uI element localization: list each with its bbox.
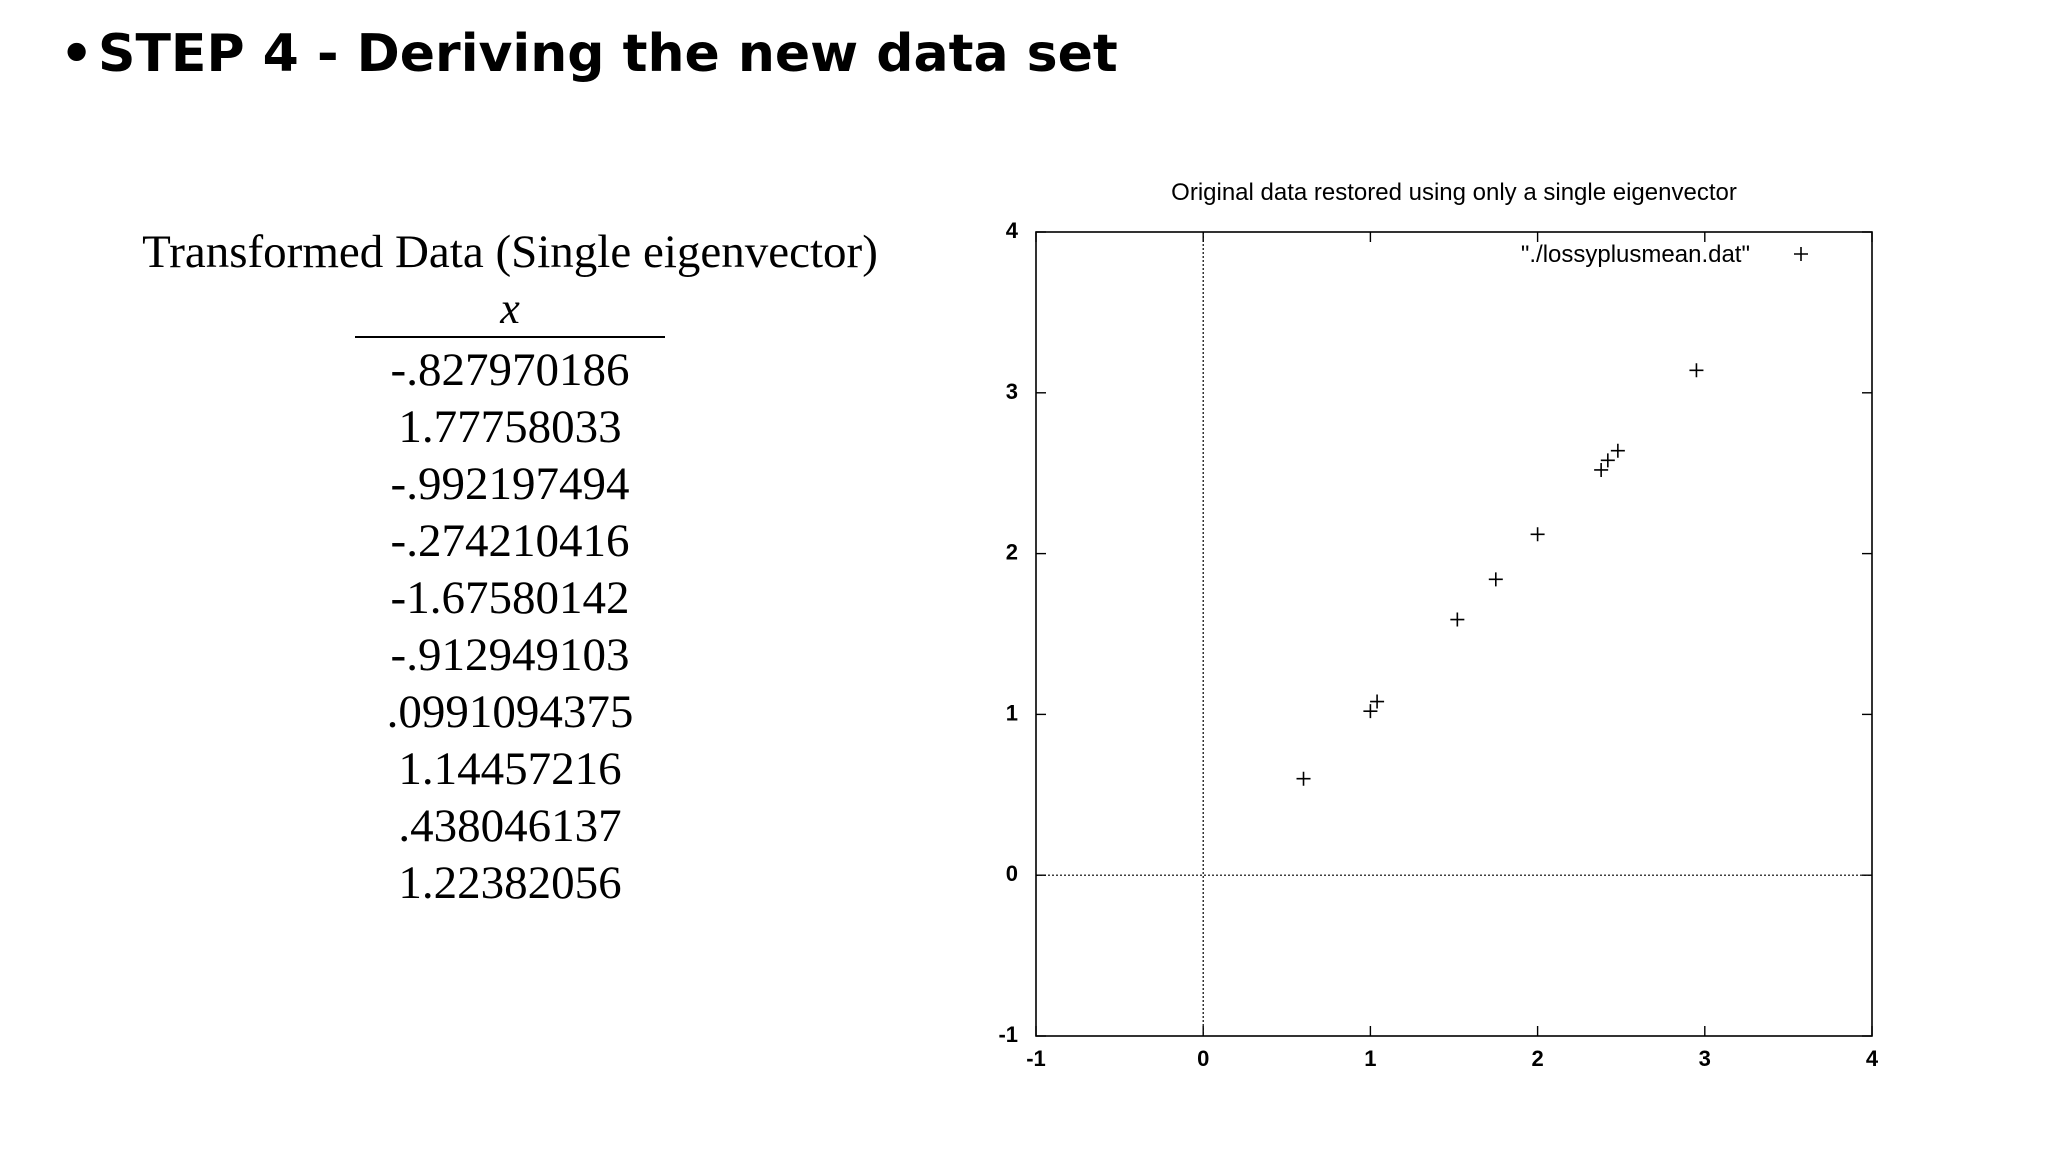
- x-tick-label: -1: [1026, 1046, 1046, 1071]
- table-row: -.992197494: [390, 458, 630, 510]
- table-row: 1.22382056: [398, 857, 622, 909]
- table-row: -.912949103: [390, 629, 630, 681]
- data-point: [1363, 704, 1378, 719]
- table-title: Transformed Data (Single eigenvector): [142, 226, 878, 278]
- data-point: [1488, 572, 1503, 587]
- table-row: .0991094375: [386, 686, 634, 738]
- y-tick-label: 3: [1006, 379, 1018, 404]
- data-point: [1530, 527, 1545, 542]
- slide-title: STEP 4 - Deriving the new data set: [98, 24, 1118, 84]
- table-row: 1.77758033: [398, 401, 622, 453]
- x-tick-label: 4: [1866, 1046, 1879, 1071]
- y-tick-label: 2: [1006, 540, 1018, 565]
- chart-svg: Original data restored using only a sing…: [998, 179, 1879, 1071]
- table-row: -.827970186: [390, 344, 630, 396]
- data-point: [1610, 443, 1625, 458]
- data-point: [1370, 694, 1385, 709]
- table-row: 1.14457216: [398, 743, 622, 795]
- chart-title: Original data restored using only a sing…: [1171, 179, 1737, 206]
- data-point: [1594, 462, 1609, 477]
- data-point: [1689, 363, 1704, 378]
- scatter-chart: Original data restored using only a sing…: [980, 170, 1900, 1080]
- y-tick-label: 4: [1006, 218, 1019, 243]
- data-point: [1296, 771, 1311, 786]
- slide-heading: •STEP 4 - Deriving the new data set: [60, 18, 1118, 90]
- table-row: .438046137: [398, 800, 622, 852]
- legend-label: "./lossyplusmean.dat": [1521, 241, 1750, 268]
- table-row: -1.67580142: [390, 572, 630, 624]
- bullet-icon: •: [60, 24, 94, 84]
- table-column-header: x: [355, 284, 665, 338]
- legend-marker: [1794, 247, 1808, 261]
- x-tick-label: 0: [1197, 1046, 1209, 1071]
- table-row: -.274210416: [390, 515, 630, 567]
- data-point: [1600, 453, 1615, 468]
- table-rows: -.827970186 1.77758033 -.992197494 -.274210…: [355, 342, 665, 912]
- transformed-data-table: Transformed Data (Single eigenvector) x …: [120, 220, 900, 912]
- plot-frame: [1035, 231, 1873, 1037]
- x-tick-label: 3: [1699, 1046, 1711, 1071]
- x-tick-label: 1: [1364, 1046, 1376, 1071]
- y-tick-label: 1: [1006, 700, 1018, 725]
- y-tick-label: 0: [1006, 861, 1018, 886]
- data-point: [1450, 612, 1465, 627]
- y-tick-label: -1: [998, 1022, 1018, 1047]
- x-tick-label: 2: [1531, 1046, 1543, 1071]
